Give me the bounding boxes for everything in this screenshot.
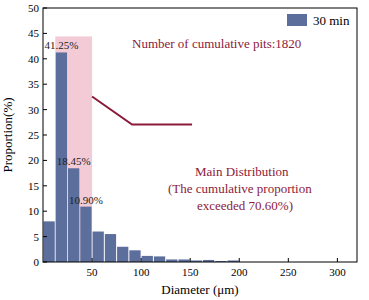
chart: 41.25% 18.45% 10.90% 0 5 10 15 20 25 30 35 40 45 50 50…: [0, 0, 369, 300]
y-tick: [43, 185, 47, 186]
annotation: (The cumulative proportion: [168, 181, 312, 196]
y-tick-label: 15: [28, 180, 40, 192]
y-tick: [43, 109, 47, 110]
bar: [68, 168, 79, 262]
y-tick-label: 20: [28, 154, 40, 166]
bar: [154, 256, 165, 262]
y-tick-label: 40: [28, 53, 40, 65]
x-tick-label: 200: [231, 266, 248, 278]
bar: [93, 232, 104, 262]
x-tick: [92, 258, 93, 262]
x-tick: [239, 258, 240, 262]
x-tick-label: 300: [329, 266, 346, 278]
y-tick: [43, 236, 47, 237]
x-tick-label: 100: [133, 266, 150, 278]
annotation: Main Distribution: [195, 164, 289, 179]
y-tick: [43, 84, 47, 85]
chart-root: 41.25% 18.45% 10.90% 0 5 10 15 20 25 30 35 40 45 50 50…: [0, 0, 369, 300]
x-tick-label: 250: [280, 266, 297, 278]
highlight-region: [55, 36, 92, 262]
y-tick: [43, 211, 47, 212]
bars: [44, 52, 239, 262]
annotation-connector: [92, 96, 192, 124]
x-tick: [337, 258, 338, 262]
x-tick: [288, 258, 289, 262]
y-tick-label: 0: [34, 256, 40, 268]
y-tick-label: 10: [28, 205, 40, 217]
data-label: 10.90%: [69, 194, 103, 206]
data-label: 41.25%: [44, 39, 78, 51]
y-tick: [43, 58, 47, 59]
x-tick-label: 150: [182, 266, 199, 278]
y-tick-label: 30: [28, 104, 40, 116]
y-tick-label: 35: [28, 78, 40, 90]
y-tick: [43, 8, 47, 9]
x-tick: [141, 258, 142, 262]
y-tick-label: 5: [34, 231, 40, 243]
bar: [44, 221, 55, 262]
legend-label: 30 min: [313, 13, 350, 28]
x-tick-label: 50: [87, 266, 99, 278]
y-tick-label: 25: [28, 129, 40, 141]
bar: [105, 234, 116, 262]
y-tick: [43, 160, 47, 161]
y-tick-label: 50: [28, 2, 40, 14]
background: [0, 0, 369, 300]
y-axis-title: Proportion(%): [0, 97, 15, 172]
x-axis-title: Diameter (μm): [161, 282, 238, 297]
bar: [129, 250, 140, 262]
y-tick: [43, 33, 47, 34]
plot-frame: [43, 8, 357, 262]
y-tick-label: 45: [28, 27, 40, 39]
y-tick: [43, 262, 47, 263]
bar: [80, 207, 91, 262]
y-tick: [43, 135, 47, 136]
annotation: Number of cumulative pits:1820: [132, 36, 301, 51]
x-tick: [190, 258, 191, 262]
bar: [117, 247, 128, 262]
annotation: exceeded 70.60%): [197, 198, 293, 213]
data-label: 18.45%: [57, 155, 91, 167]
legend-swatch: [287, 14, 307, 26]
bar: [142, 256, 153, 262]
